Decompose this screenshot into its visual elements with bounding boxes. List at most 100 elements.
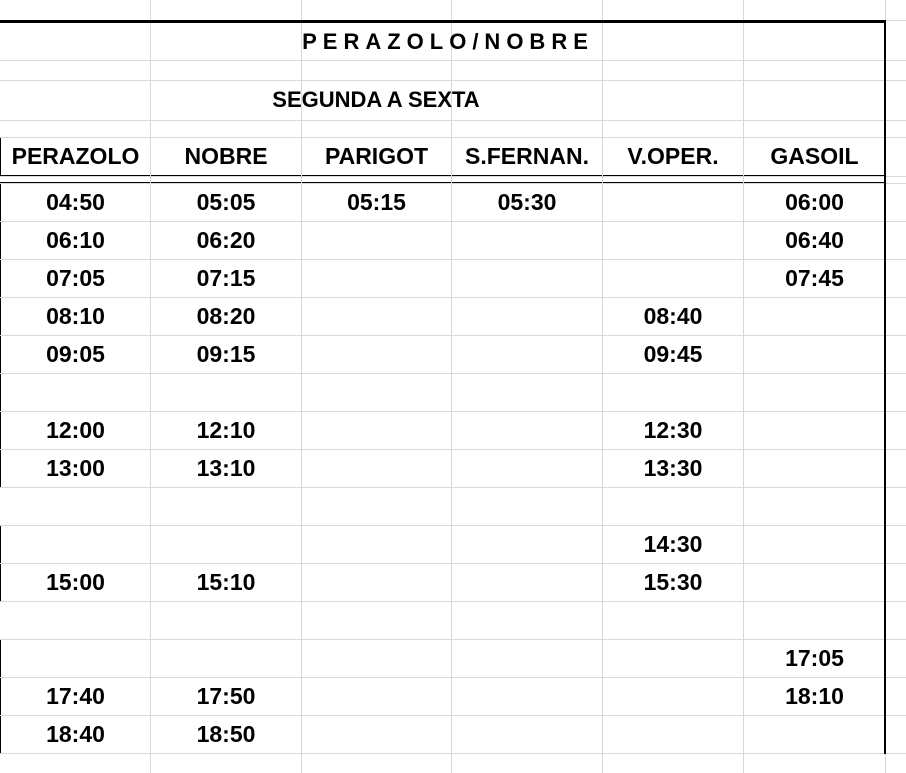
gridline xyxy=(0,297,906,298)
column-header-nobre[interactable]: NOBRE xyxy=(150,137,302,176)
time-cell[interactable]: 04:50 xyxy=(0,183,151,222)
gridline xyxy=(0,601,906,602)
time-cell[interactable]: 07:45 xyxy=(743,259,886,298)
column-header-gasoil[interactable]: GASOIL xyxy=(743,137,886,176)
time-cell[interactable]: 12:30 xyxy=(602,411,744,450)
time-cell[interactable]: 05:30 xyxy=(451,183,603,222)
time-cell[interactable]: 08:40 xyxy=(602,297,744,336)
gridline xyxy=(0,639,906,640)
gridline xyxy=(0,183,906,184)
time-cell[interactable]: 17:05 xyxy=(743,639,886,678)
time-cell[interactable]: 17:40 xyxy=(0,677,151,716)
time-cell[interactable]: 05:05 xyxy=(150,183,302,222)
time-cell[interactable]: 07:05 xyxy=(0,259,151,298)
time-cell[interactable] xyxy=(602,183,744,222)
time-cell[interactable] xyxy=(743,525,886,564)
gridline xyxy=(0,259,906,260)
separator-row xyxy=(0,487,886,526)
time-cell[interactable]: 12:10 xyxy=(150,411,302,450)
time-cell[interactable]: 14:30 xyxy=(602,525,744,564)
time-cell[interactable] xyxy=(743,563,886,602)
column-header-perazolo[interactable]: PERAZOLO xyxy=(0,137,151,176)
gridline xyxy=(0,80,906,81)
time-cell[interactable]: 18:40 xyxy=(0,715,151,754)
time-cell[interactable] xyxy=(602,259,744,298)
time-cell[interactable]: 06:10 xyxy=(0,221,151,260)
gridline xyxy=(0,487,906,488)
time-cell[interactable] xyxy=(301,639,452,678)
time-cell[interactable] xyxy=(301,335,452,374)
gridline xyxy=(0,373,906,374)
time-cell[interactable] xyxy=(451,335,603,374)
time-cell[interactable] xyxy=(301,221,452,260)
time-cell[interactable] xyxy=(743,335,886,374)
gridline xyxy=(0,715,906,716)
time-cell[interactable] xyxy=(451,221,603,260)
gridline xyxy=(451,0,452,773)
time-cell[interactable]: 13:10 xyxy=(150,449,302,488)
time-cell[interactable]: 06:40 xyxy=(743,221,886,260)
time-cell[interactable]: 06:00 xyxy=(743,183,886,222)
gridline xyxy=(0,411,906,412)
time-cell[interactable]: 08:20 xyxy=(150,297,302,336)
time-cell[interactable]: 12:00 xyxy=(0,411,151,450)
time-cell[interactable]: 17:50 xyxy=(150,677,302,716)
time-cell[interactable]: 05:15 xyxy=(301,183,452,222)
time-cell[interactable]: 13:30 xyxy=(602,449,744,488)
time-cell[interactable] xyxy=(451,525,603,564)
time-cell[interactable] xyxy=(301,563,452,602)
time-cell[interactable]: 15:00 xyxy=(0,563,151,602)
time-cell[interactable] xyxy=(301,297,452,336)
time-cell[interactable] xyxy=(451,563,603,602)
time-cell[interactable] xyxy=(602,221,744,260)
table-right-border xyxy=(884,20,886,754)
time-cell[interactable]: 06:20 xyxy=(150,221,302,260)
time-cell[interactable] xyxy=(0,639,151,678)
time-cell[interactable]: 09:05 xyxy=(0,335,151,374)
time-cell[interactable] xyxy=(743,297,886,336)
time-cell[interactable] xyxy=(451,449,603,488)
separator-row xyxy=(0,601,886,640)
time-cell[interactable] xyxy=(301,525,452,564)
time-cell[interactable]: 18:50 xyxy=(150,715,302,754)
time-cell[interactable]: 09:15 xyxy=(150,335,302,374)
gridline xyxy=(0,60,906,61)
sheet-title: PERAZOLO/NOBRE xyxy=(0,20,886,60)
gridline xyxy=(0,563,906,564)
time-cell[interactable]: 15:10 xyxy=(150,563,302,602)
time-cell[interactable] xyxy=(743,449,886,488)
time-cell[interactable] xyxy=(451,639,603,678)
time-cell[interactable] xyxy=(301,449,452,488)
time-cell[interactable] xyxy=(150,373,886,412)
time-cell[interactable] xyxy=(451,259,603,298)
time-cell[interactable] xyxy=(301,715,886,754)
gridline xyxy=(0,753,906,754)
column-header-voper[interactable]: V.OPER. xyxy=(602,137,744,176)
gridline xyxy=(0,221,906,222)
time-cell[interactable] xyxy=(301,677,452,716)
time-cell[interactable]: 18:10 xyxy=(743,677,886,716)
column-header-sfernan[interactable]: S.FERNAN. xyxy=(451,137,603,176)
time-cell[interactable] xyxy=(451,297,603,336)
time-cell[interactable]: 15:30 xyxy=(602,563,744,602)
gridline xyxy=(0,525,906,526)
time-cell[interactable] xyxy=(602,639,744,678)
time-cell[interactable] xyxy=(150,525,302,564)
time-cell[interactable] xyxy=(301,259,452,298)
time-cell[interactable]: 07:15 xyxy=(150,259,302,298)
time-cell[interactable] xyxy=(0,373,151,412)
gridline xyxy=(0,137,906,138)
time-cell[interactable]: 13:00 xyxy=(0,449,151,488)
time-cell[interactable] xyxy=(743,411,886,450)
time-cell[interactable]: 09:45 xyxy=(602,335,744,374)
time-cell[interactable] xyxy=(451,411,603,450)
time-cell[interactable]: 08:10 xyxy=(0,297,151,336)
time-cell[interactable] xyxy=(301,411,452,450)
time-cell[interactable] xyxy=(150,639,302,678)
time-cell[interactable] xyxy=(451,677,603,716)
header-double-line xyxy=(0,182,886,184)
time-cell[interactable] xyxy=(602,677,744,716)
time-cell[interactable] xyxy=(0,525,151,564)
column-header-parigot[interactable]: PARIGOT xyxy=(301,137,452,176)
